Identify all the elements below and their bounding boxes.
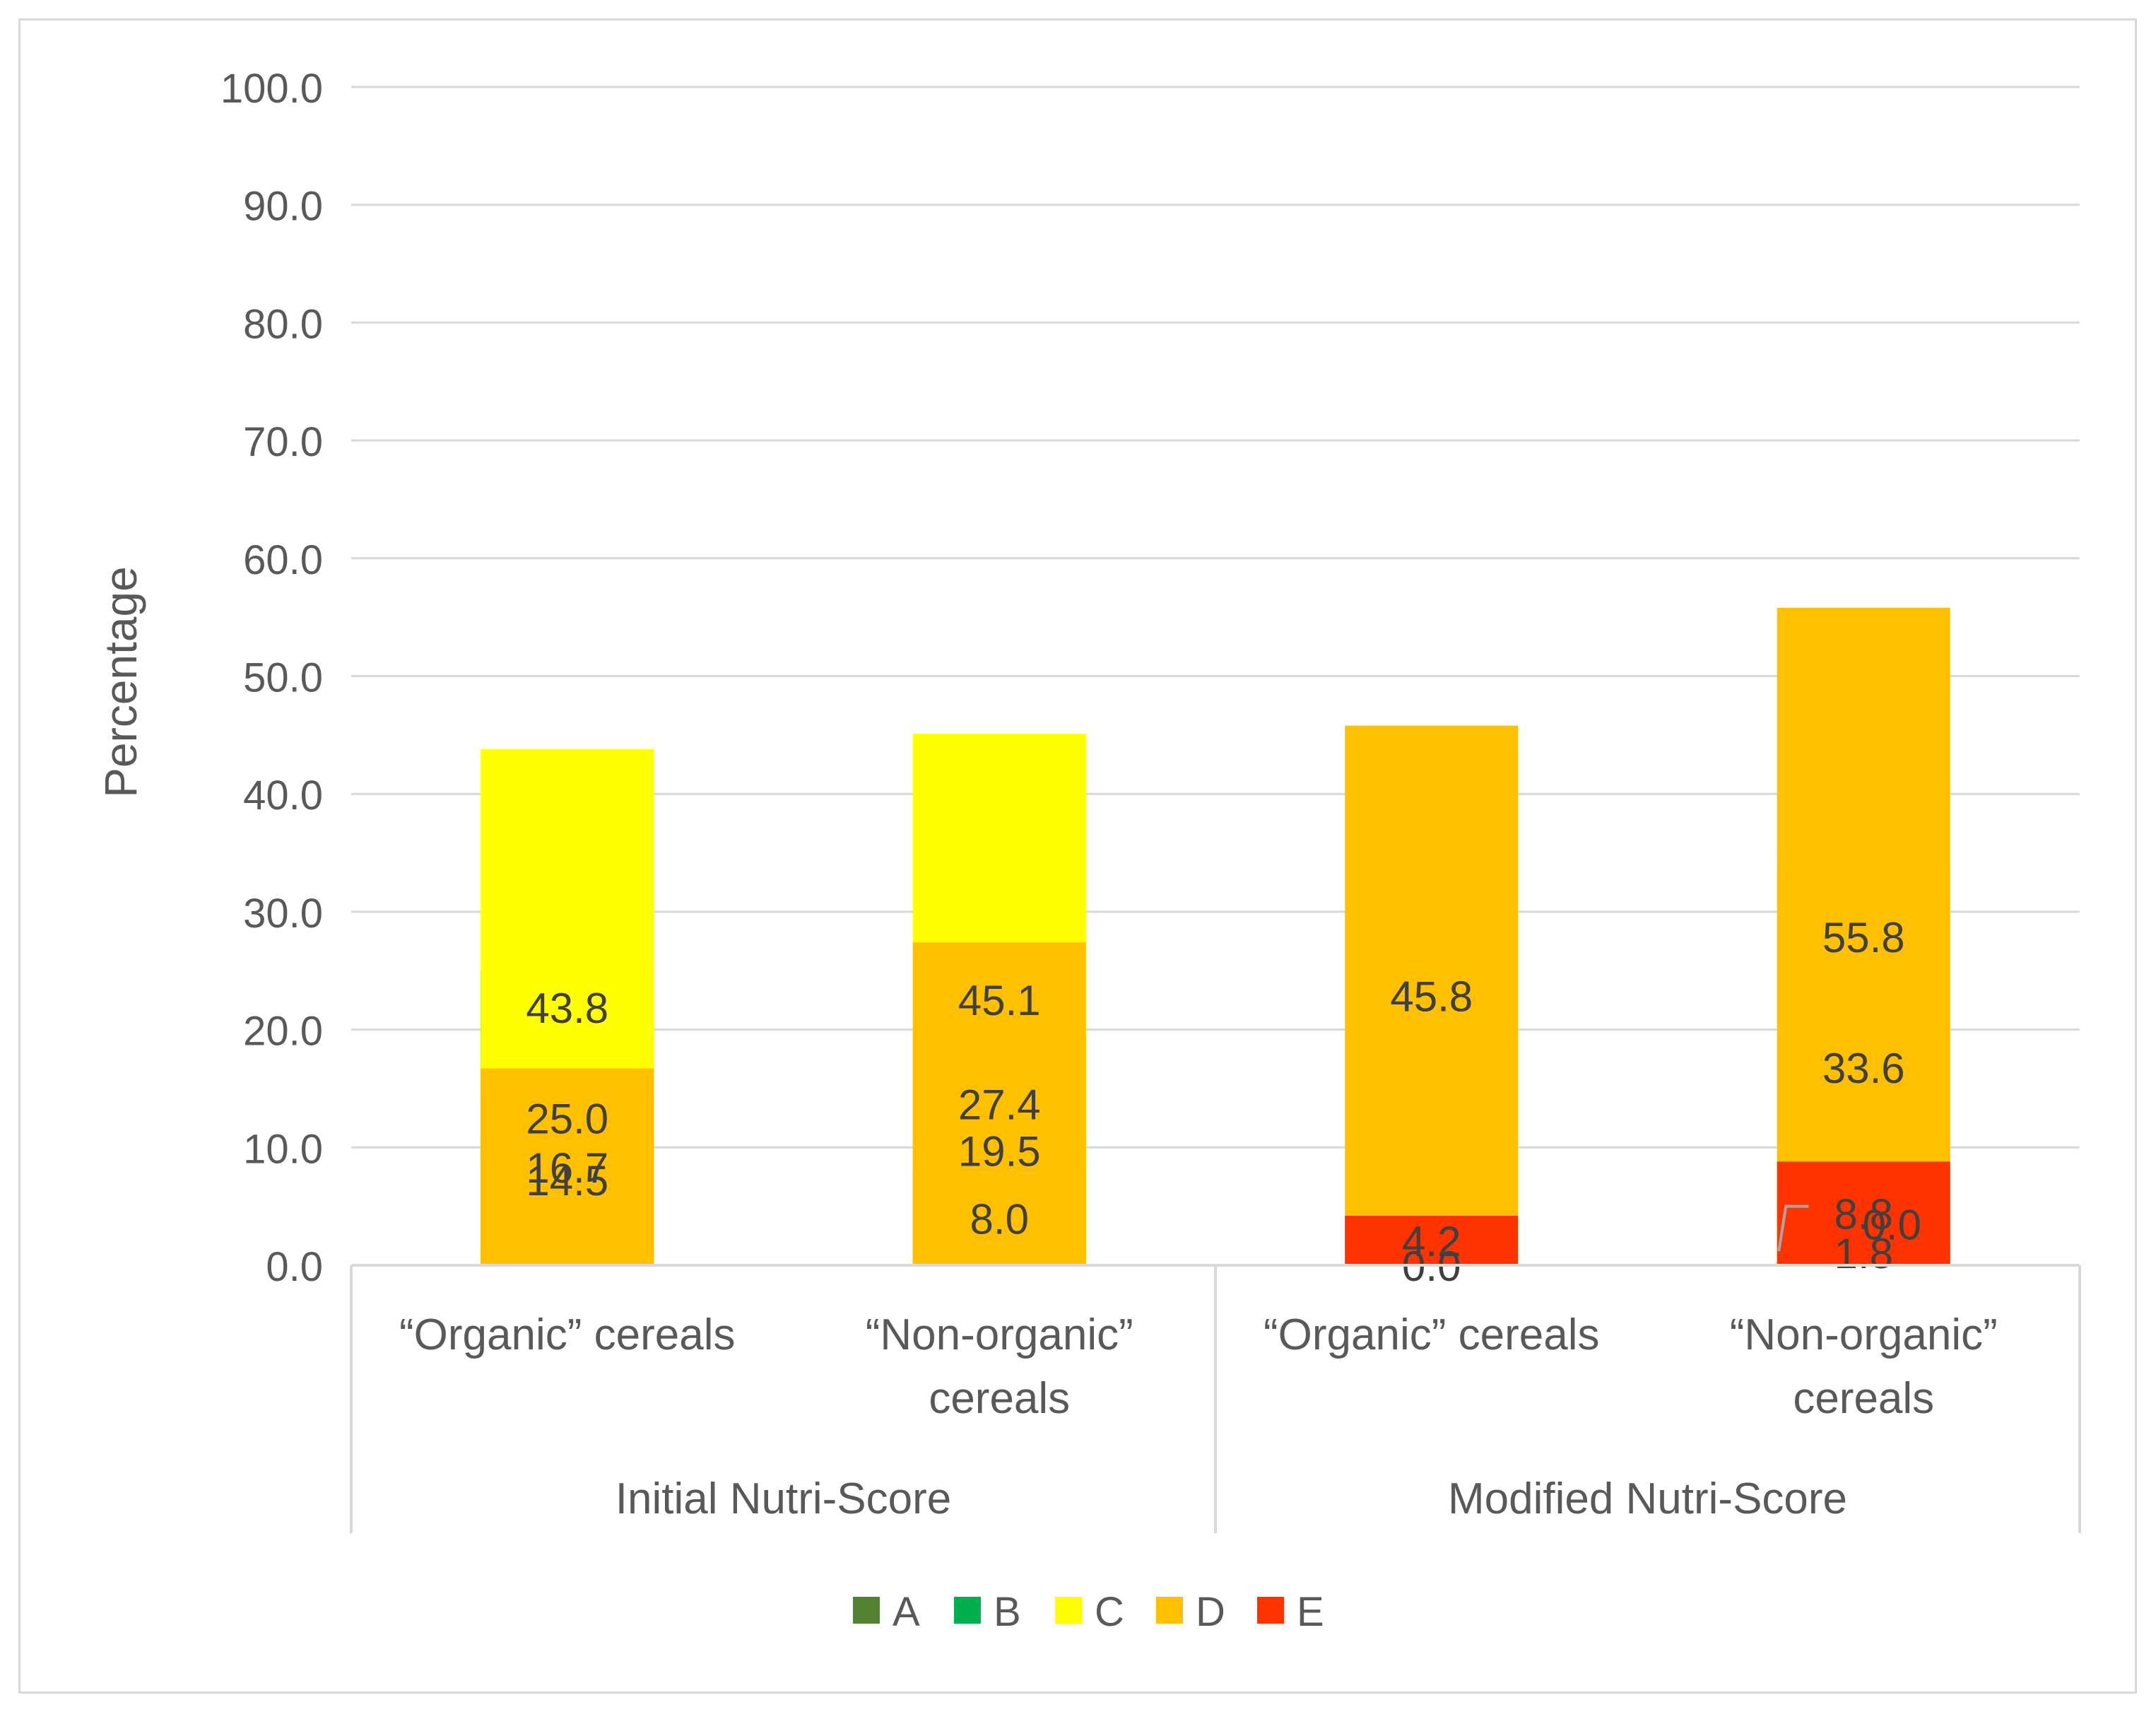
data-label-d: 45.8 [1390,973,1473,1020]
x-group-label: Initial Nutri-Score [615,1474,951,1523]
bar-segment-d [1777,607,1950,1265]
legend-label-a: A [893,1589,920,1635]
y-tick-label: 30.0 [243,891,323,937]
x-category-label: “Non-organic” [1730,1311,1998,1359]
data-label-a: 8.0 [970,1195,1029,1243]
data-label-a: 14.5 [526,1157,608,1204]
legend-swatch-e [1257,1597,1284,1624]
legend-label-d: D [1196,1589,1225,1635]
bars [481,607,1950,1265]
bar-segment-d [1345,725,1519,1265]
bar-segment-d [481,1068,654,1265]
y-tick-label: 0.0 [266,1244,323,1290]
data-label-b: 19.5 [958,1127,1041,1175]
data-label-b: 25.0 [526,1096,608,1143]
legend-swatch-b [954,1597,981,1624]
legend-swatch-d [1156,1597,1183,1624]
data-label-d: 16.7 [526,1144,608,1192]
data-label-a: 1.8 [1834,1230,1893,1277]
data-label-b: 0.0 [1863,1202,1921,1249]
legend-label-b: B [994,1589,1021,1635]
axes: 0.0 10.0 20.0 30.0 40.0 50.0 60.0 70.0 80.0 90.0 1… [220,66,2081,1533]
y-tick-label: 20.0 [243,1009,323,1055]
y-tick-label: 40.0 [243,773,323,819]
data-label-e: 8.8 [1834,1191,1893,1238]
data-label-d: 55.8 [1822,914,1905,961]
y-tick-label: 90.0 [243,184,323,230]
data-label-c: 45.8 [1390,973,1473,1020]
y-tick-label: 10.0 [243,1126,323,1172]
data-label-c: 43.8 [526,985,608,1032]
legend-label-c: C [1095,1589,1124,1635]
x-group-label: Modified Nutri-Score [1448,1474,1847,1523]
data-label-c: 45.1 [958,977,1041,1024]
y-tick-label: 70.0 [243,419,323,465]
data-labels: 14.5 25.0 43.8 16.7 8.0 19.5 45.1 27.4 0.0 4.2 45.… [526,914,1921,1290]
x-category-label: “Non-organic” [866,1311,1133,1359]
stacked-bar-chart: 14.5 25.0 43.8 16.7 8.0 19.5 45.1 27.4 0.0 4.2 45.… [95,66,2081,1635]
data-label-c: 33.6 [1822,1045,1905,1092]
bar-segment-e [1777,1161,1950,1265]
bar-segment-d [912,942,1086,1265]
y-tick-label: 80.0 [243,301,323,347]
x-category-label: cereals [929,1374,1070,1423]
x-category-label: “Organic” cereals [1263,1311,1599,1359]
y-axis-title: Percentage [95,566,146,797]
x-category-label: “Organic” cereals [399,1311,735,1359]
legend-swatch-a [853,1597,880,1624]
legend-swatch-c [1055,1597,1082,1624]
leader-line [1777,1204,1809,1252]
bar-segment-e [1345,1215,1519,1265]
data-label-b: 4.2 [1402,1218,1461,1265]
y-tick-label: 60.0 [243,537,323,583]
legend-label-e: E [1297,1589,1324,1635]
x-category-label: cereals [1793,1374,1934,1423]
y-tick-label: 50.0 [243,655,323,701]
data-label-d: 27.4 [958,1081,1041,1129]
legend: A B C D E [853,1589,1324,1635]
data-label-e: 4.2 [1402,1218,1461,1265]
chart-frame: 14.5 25.0 43.8 16.7 8.0 19.5 45.1 27.4 0.0 4.2 45.… [18,18,2137,1694]
y-tick-label: 100.0 [220,66,323,112]
